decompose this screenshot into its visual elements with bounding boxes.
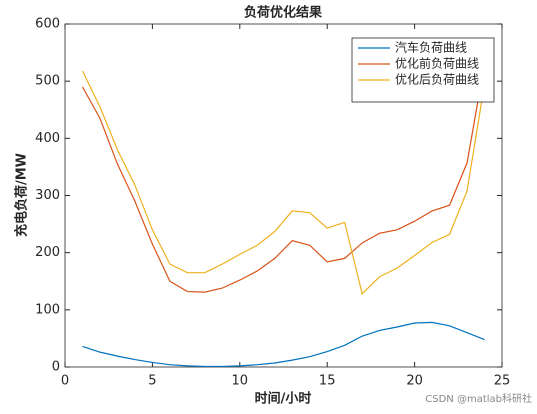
y-tick-label: 0 bbox=[52, 360, 60, 375]
x-tick-label: 0 bbox=[61, 374, 69, 389]
watermark: CSDN @matlab科研社 bbox=[425, 392, 532, 405]
legend-label: 优化前负荷曲线 bbox=[395, 56, 479, 71]
y-tick-label: 100 bbox=[35, 302, 60, 317]
y-tick-label: 200 bbox=[35, 245, 60, 260]
series-line bbox=[81, 70, 486, 295]
y-axis-label: 充电负荷/MW bbox=[14, 153, 30, 237]
legend-label: 汽车负荷曲线 bbox=[395, 40, 467, 55]
y-tick-label: 600 bbox=[35, 17, 60, 32]
series-line bbox=[81, 63, 486, 293]
x-axis-label: 时间/小时 bbox=[255, 391, 312, 407]
x-tick-label: 15 bbox=[319, 374, 336, 389]
x-tick-label: 20 bbox=[406, 374, 423, 389]
legend-label: 优化后负荷曲线 bbox=[395, 73, 479, 87]
series-line bbox=[82, 321, 485, 368]
legend-box bbox=[351, 37, 495, 103]
x-tick-label: 5 bbox=[148, 374, 156, 389]
x-tick-label: 25 bbox=[494, 374, 511, 389]
y-tick-label: 500 bbox=[35, 74, 60, 89]
y-tick-label: 400 bbox=[35, 131, 60, 146]
chart-title: 负荷优化结果 bbox=[244, 5, 322, 21]
x-tick-label: 10 bbox=[232, 374, 249, 389]
y-tick-label: 300 bbox=[35, 188, 60, 203]
